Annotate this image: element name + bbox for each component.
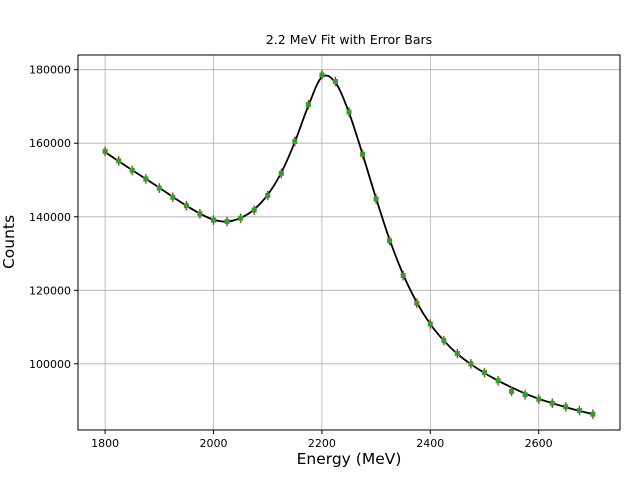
data-point-marker <box>414 300 420 306</box>
data-point-marker <box>129 167 135 173</box>
x-tick-label: 2600 <box>525 437 553 450</box>
data-point-marker <box>278 170 284 176</box>
data-point-marker <box>346 109 352 115</box>
errorbar-layer <box>104 70 594 419</box>
data-point-marker <box>441 338 447 344</box>
y-tick-label: 180000 <box>29 64 71 77</box>
x-tick-label: 2000 <box>200 437 228 450</box>
axes-frame <box>77 54 621 431</box>
x-tick-label: 2200 <box>308 437 336 450</box>
data-marker-layer <box>102 72 596 417</box>
data-point-marker <box>251 207 257 213</box>
axis-layer: 1800 2000 2200 2400 2600 100000 120000 140000 16… <box>29 54 621 450</box>
data-point-marker <box>454 351 460 356</box>
data-point-marker <box>319 72 325 78</box>
x-tick-label: 2400 <box>416 437 444 450</box>
data-point-marker <box>197 211 203 217</box>
data-point-marker <box>102 148 108 154</box>
data-point-marker <box>305 102 311 108</box>
y-tick-label: 140000 <box>29 211 71 224</box>
chart-title: 2.2 MeV Fit with Error Bars <box>266 32 432 47</box>
data-point-marker <box>536 396 542 402</box>
x-axis-label: Energy (MeV) <box>297 450 402 468</box>
y-tick-label: 160000 <box>29 137 71 150</box>
data-point-marker <box>156 185 162 191</box>
data-point-marker <box>224 219 230 224</box>
data-point-marker <box>495 378 501 384</box>
data-point-marker <box>576 408 582 413</box>
data-point-marker <box>468 361 474 367</box>
y-tick-label: 120000 <box>29 284 71 297</box>
x-tick-label: 1800 <box>91 437 119 450</box>
data-point-marker <box>170 194 176 200</box>
data-point-marker <box>590 411 596 417</box>
data-point-marker <box>387 238 393 244</box>
data-point-marker <box>211 217 216 223</box>
y-tick-label: 100000 <box>29 358 71 371</box>
data-point-marker <box>238 215 244 221</box>
data-point-marker <box>427 321 433 327</box>
data-point-marker <box>509 388 515 394</box>
data-point-marker <box>292 138 298 144</box>
data-point-marker <box>522 392 528 398</box>
grid-layer <box>78 55 620 430</box>
data-point-marker <box>360 151 366 157</box>
data-point-marker <box>116 158 122 164</box>
data-point-marker <box>332 79 338 84</box>
y-axis-label: Counts <box>0 215 18 269</box>
data-point-marker <box>549 400 555 406</box>
data-point-marker <box>563 404 569 410</box>
data-point-marker <box>373 196 379 202</box>
fit-line <box>104 74 594 416</box>
data-point-marker <box>265 192 271 198</box>
fit-line-layer <box>104 74 594 416</box>
data-point-marker <box>400 273 406 279</box>
data-point-marker <box>183 203 189 209</box>
data-point-marker <box>482 370 487 376</box>
data-point-marker <box>143 176 149 182</box>
